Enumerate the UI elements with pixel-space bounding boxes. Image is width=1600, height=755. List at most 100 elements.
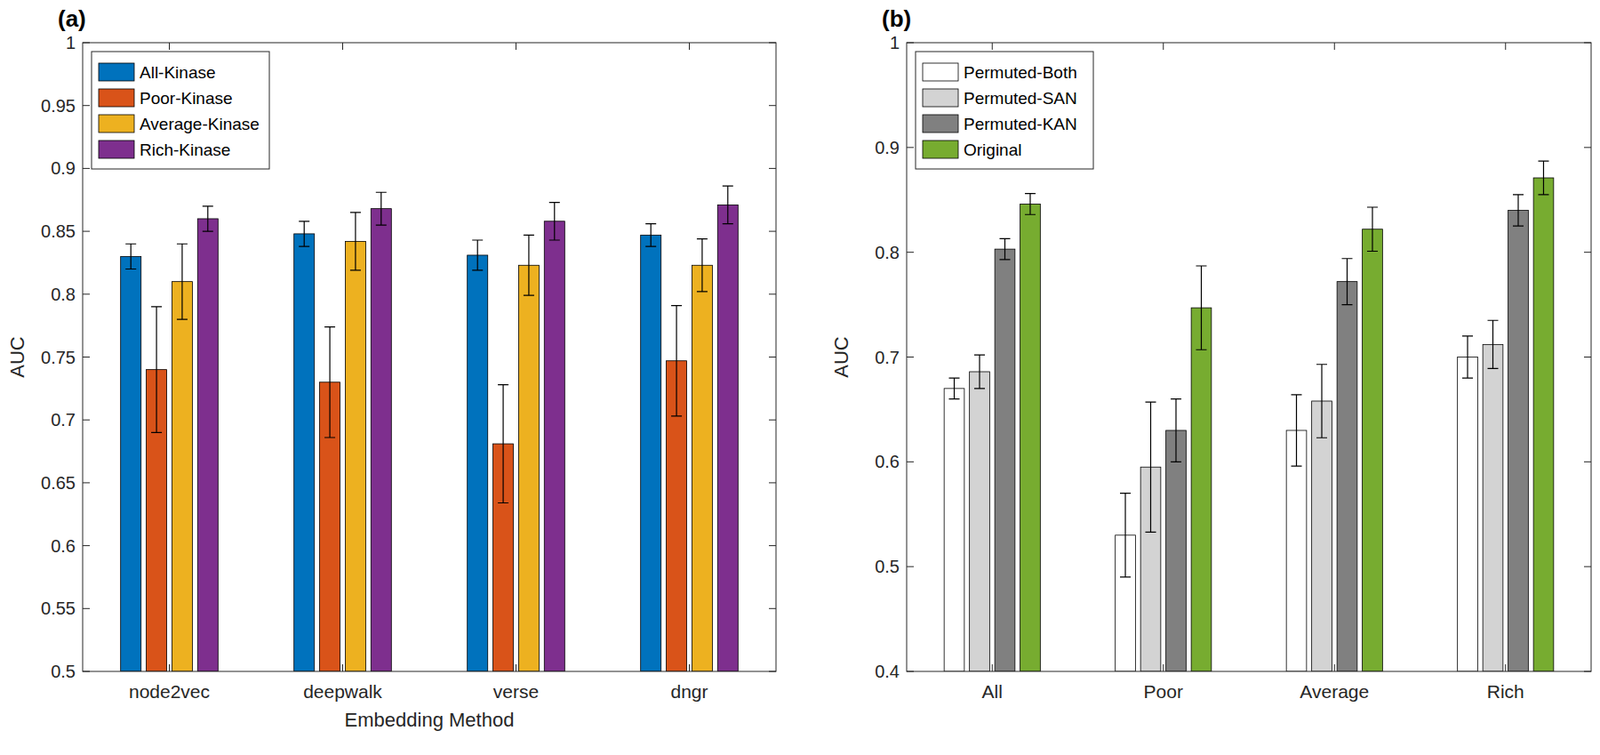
error-bar [1120, 493, 1131, 577]
y-tick-label: 0.75 [40, 347, 76, 368]
error-bar [1341, 258, 1352, 305]
legend-swatch [922, 63, 959, 81]
y-tick-label: 0.5 [50, 661, 76, 681]
error-bar [176, 243, 188, 320]
error-bar [1195, 265, 1207, 350]
y-tick-label: 0.9 [50, 158, 76, 178]
y-tick [82, 419, 776, 421]
error-bar [497, 384, 509, 504]
x-tick [1504, 42, 1506, 672]
y-tick-label: 0.9 [874, 137, 900, 158]
y-tick-label: 0.7 [50, 409, 76, 430]
y-tick [82, 671, 776, 672]
legend-label: Permuted-Both [963, 63, 1078, 82]
error-bar [1462, 336, 1473, 378]
error-bar [671, 305, 682, 416]
error-bar [696, 239, 708, 292]
x-tick [688, 42, 690, 672]
axes-frame [82, 42, 776, 672]
error-bar [1488, 320, 1499, 368]
y-tick [906, 461, 1592, 463]
x-tick-label: Poor [1144, 680, 1184, 702]
x-tick-label: deepwalk [303, 680, 383, 702]
x-tick-label: All [982, 680, 1003, 702]
y-tick [906, 42, 1592, 44]
legend-swatch [98, 63, 135, 81]
bar [1457, 357, 1479, 672]
x-axis-label: Embedding Method [344, 708, 515, 731]
legend-swatch [922, 140, 959, 159]
error-bar [151, 306, 162, 432]
y-tick-label: 0.65 [40, 472, 76, 493]
bars [944, 160, 1554, 672]
error-bar [1512, 194, 1524, 226]
y-axis-label: AUC [830, 336, 853, 378]
x-tick-label: dngr [670, 680, 708, 702]
y-tick [82, 42, 776, 44]
x-tick-label: node2vec [128, 680, 210, 702]
legend-swatch [98, 114, 135, 133]
y-tick-label: 0.85 [40, 221, 76, 241]
x-tick [1162, 42, 1164, 672]
error-bar [1367, 207, 1378, 251]
bar [994, 248, 1016, 672]
y-tick [82, 544, 776, 546]
y-tick [906, 356, 1592, 358]
legend-label: Poor-Kinase [139, 88, 233, 108]
bar [691, 264, 712, 672]
bar [640, 234, 662, 672]
legend-label: Original [963, 140, 1022, 160]
error-bar [376, 192, 387, 225]
legend-label: All-Kinase [139, 63, 216, 82]
bar [1312, 400, 1333, 672]
legend-box [91, 51, 270, 169]
y-tick [82, 481, 776, 483]
legend-swatch [98, 88, 135, 107]
bar [197, 218, 218, 672]
panel-title: (b) [881, 5, 912, 32]
error-bar [999, 238, 1010, 260]
error-bar [472, 240, 483, 271]
error-bar [1145, 401, 1157, 532]
legend: Permuted-BothPermuted-SANPermuted-KANOri… [915, 51, 1094, 169]
panel-title: (a) [57, 5, 87, 32]
y-tick-label: 0.95 [40, 96, 76, 116]
bar [944, 388, 965, 672]
y-tick [906, 566, 1592, 568]
y-tick-label: 0.55 [40, 598, 76, 618]
legend-label: Permuted-KAN [963, 114, 1078, 134]
bar [717, 204, 738, 672]
legend: All-KinasePoor-KinaseAverage-KinaseRich-… [91, 51, 270, 169]
bar [1482, 344, 1504, 672]
bar [1362, 229, 1384, 672]
error-bar [298, 221, 310, 247]
bar [370, 208, 392, 672]
legend-swatch [922, 114, 959, 133]
y-tick [906, 251, 1592, 253]
chart-panel: 0.50.550.60.650.70.750.80.850.90.951node… [6, 5, 776, 731]
figure: 0.50.550.60.650.70.750.80.850.90.951node… [0, 0, 1600, 755]
error-bar [722, 185, 734, 224]
y-tick [906, 671, 1592, 672]
y-tick-label: 1 [65, 32, 76, 53]
y-tick-label: 0.6 [50, 536, 76, 556]
x-tick-label: Rich [1487, 680, 1525, 702]
error-bar [1170, 399, 1182, 463]
bars [120, 185, 739, 672]
x-tick-label: Average [1299, 680, 1369, 702]
bar [1166, 430, 1187, 672]
error-bar [324, 327, 336, 438]
error-bar [974, 354, 985, 389]
legend-swatch [98, 140, 135, 159]
legend-swatch [922, 88, 959, 107]
error-bar [1537, 160, 1549, 195]
error-bar [350, 212, 361, 271]
error-bar [125, 243, 136, 269]
error-bar [645, 224, 656, 247]
x-tick [1334, 42, 1336, 672]
bar [467, 255, 488, 672]
error-bar [549, 202, 560, 240]
axes-frame [906, 42, 1592, 672]
y-tick-label: 1 [889, 32, 900, 53]
x-tick-label: verse [493, 680, 539, 702]
